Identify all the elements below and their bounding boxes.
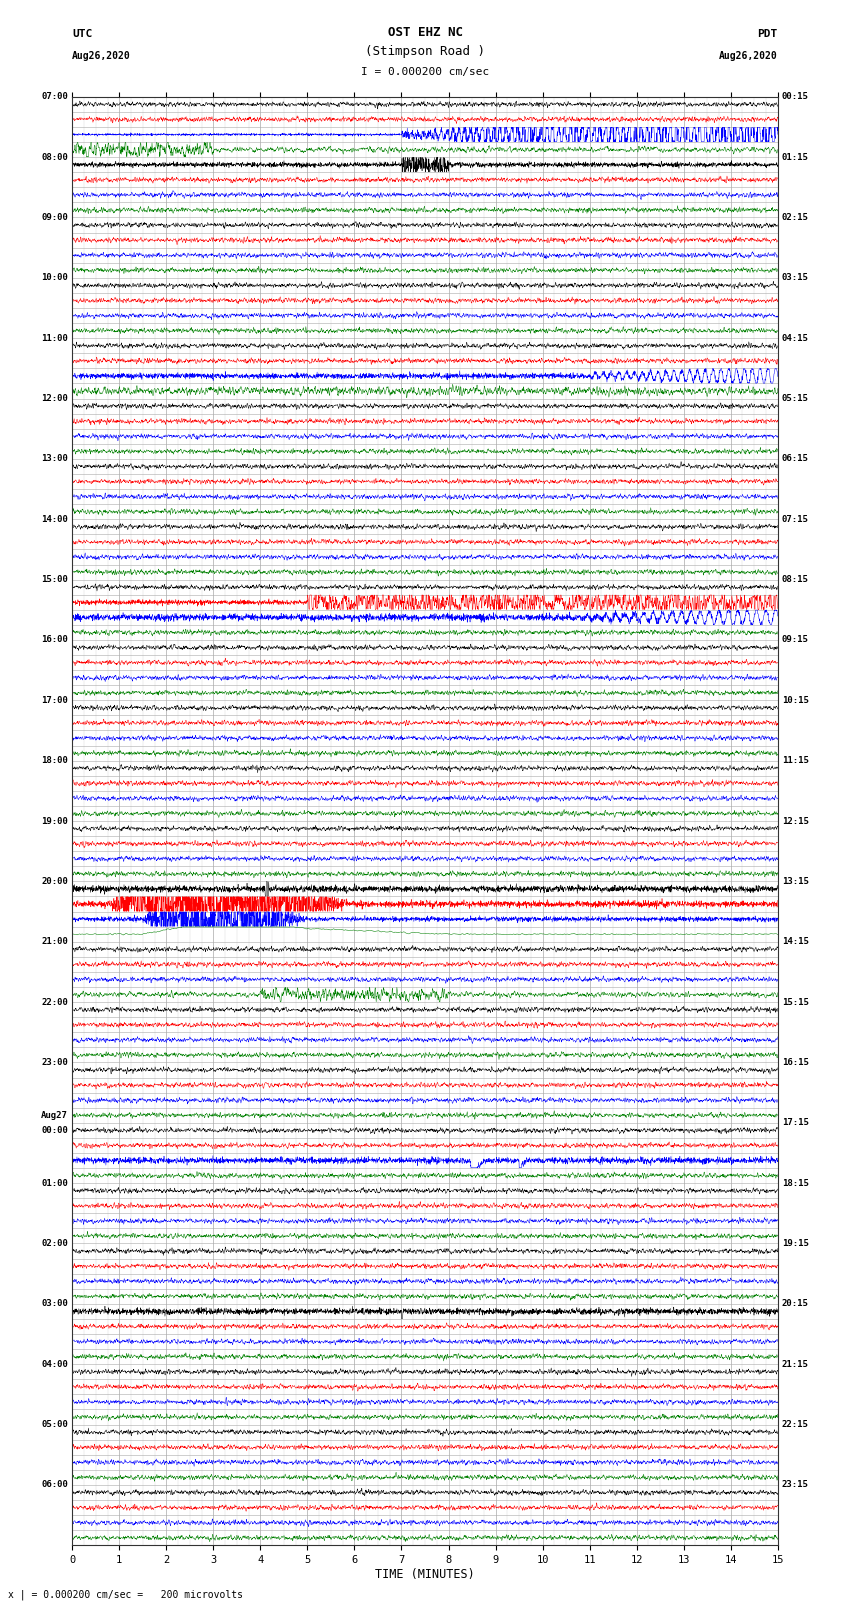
Text: 18:15: 18:15	[782, 1179, 809, 1187]
Text: 10:15: 10:15	[782, 695, 809, 705]
Text: OST EHZ NC: OST EHZ NC	[388, 26, 462, 39]
Text: 09:00: 09:00	[41, 213, 68, 223]
Text: 20:00: 20:00	[41, 877, 68, 886]
Text: 04:15: 04:15	[782, 334, 809, 342]
Text: 02:15: 02:15	[782, 213, 809, 223]
Text: Aug26,2020: Aug26,2020	[719, 52, 778, 61]
Text: 10:00: 10:00	[41, 273, 68, 282]
Text: 23:15: 23:15	[782, 1481, 809, 1489]
Text: 21:00: 21:00	[41, 937, 68, 947]
Text: 03:00: 03:00	[41, 1300, 68, 1308]
Text: 14:15: 14:15	[782, 937, 809, 947]
Text: 15:15: 15:15	[782, 997, 809, 1007]
Text: UTC: UTC	[72, 29, 93, 39]
Text: 12:15: 12:15	[782, 816, 809, 826]
Text: 13:15: 13:15	[782, 877, 809, 886]
Text: 00:15: 00:15	[782, 92, 809, 102]
Text: Aug26,2020: Aug26,2020	[72, 52, 131, 61]
Text: 00:00: 00:00	[41, 1126, 68, 1136]
Text: PDT: PDT	[757, 29, 778, 39]
Text: 16:15: 16:15	[782, 1058, 809, 1066]
Text: 19:15: 19:15	[782, 1239, 809, 1248]
Text: 14:00: 14:00	[41, 515, 68, 524]
Text: 09:15: 09:15	[782, 636, 809, 645]
Text: 02:00: 02:00	[41, 1239, 68, 1248]
Text: 20:15: 20:15	[782, 1300, 809, 1308]
Text: Aug27: Aug27	[41, 1111, 68, 1119]
Text: 05:15: 05:15	[782, 394, 809, 403]
Text: 11:15: 11:15	[782, 756, 809, 765]
Text: 18:00: 18:00	[41, 756, 68, 765]
Text: 03:15: 03:15	[782, 273, 809, 282]
Text: 04:00: 04:00	[41, 1360, 68, 1369]
Text: 17:15: 17:15	[782, 1118, 809, 1127]
Text: 19:00: 19:00	[41, 816, 68, 826]
Text: 05:00: 05:00	[41, 1419, 68, 1429]
Text: 13:00: 13:00	[41, 455, 68, 463]
Text: 22:00: 22:00	[41, 997, 68, 1007]
Text: 11:00: 11:00	[41, 334, 68, 342]
Text: 17:00: 17:00	[41, 695, 68, 705]
Text: I = 0.000200 cm/sec: I = 0.000200 cm/sec	[361, 68, 489, 77]
Text: 07:00: 07:00	[41, 92, 68, 102]
Text: 23:00: 23:00	[41, 1058, 68, 1066]
Text: 01:15: 01:15	[782, 153, 809, 161]
Text: x | = 0.000200 cm/sec =   200 microvolts: x | = 0.000200 cm/sec = 200 microvolts	[8, 1589, 243, 1600]
Text: 08:15: 08:15	[782, 576, 809, 584]
Text: 21:15: 21:15	[782, 1360, 809, 1369]
Text: 07:15: 07:15	[782, 515, 809, 524]
Text: 01:00: 01:00	[41, 1179, 68, 1187]
Text: 22:15: 22:15	[782, 1419, 809, 1429]
Text: (Stimpson Road ): (Stimpson Road )	[365, 45, 485, 58]
Text: 06:15: 06:15	[782, 455, 809, 463]
Text: 08:00: 08:00	[41, 153, 68, 161]
Text: 12:00: 12:00	[41, 394, 68, 403]
Text: 06:00: 06:00	[41, 1481, 68, 1489]
X-axis label: TIME (MINUTES): TIME (MINUTES)	[375, 1568, 475, 1581]
Text: 15:00: 15:00	[41, 576, 68, 584]
Text: 16:00: 16:00	[41, 636, 68, 645]
